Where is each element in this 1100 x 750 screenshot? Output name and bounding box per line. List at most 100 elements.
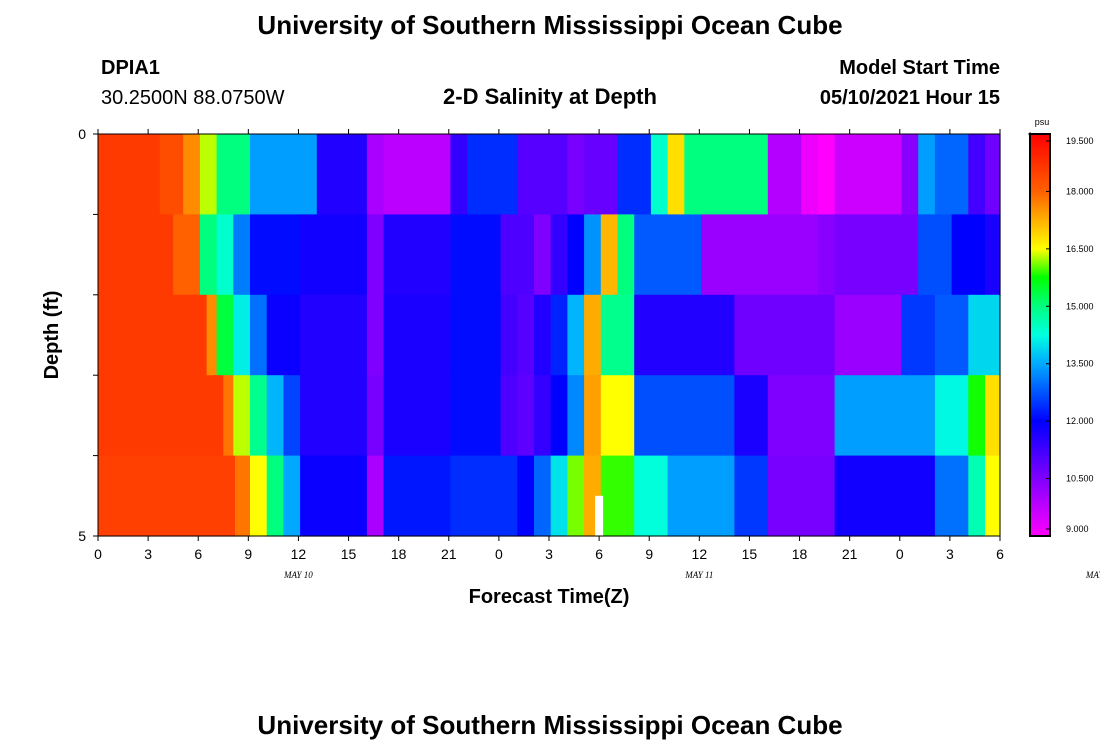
heatmap-cell [199,134,218,215]
heatmap-cell [550,455,568,537]
heatmap-cell [701,214,819,296]
heatmap-cell [98,294,208,376]
heatmap-cell [235,455,251,537]
heatmap-cell [985,375,1001,457]
heatmap-cell [968,294,1001,376]
heatmap-cell [366,214,385,296]
heatmap-cell [216,294,234,376]
heatmap-cell [684,134,769,215]
colorbar-tick-label: 12.000 [1066,416,1094,426]
heatmap-cell [383,294,451,376]
heatmap-cell [383,214,451,296]
heatmap-cell [266,375,284,457]
heatmap-cell [567,294,585,376]
heatmap-cell [584,294,602,376]
heatmap-cell [634,375,735,457]
heatmap-cell [968,455,986,537]
heatmap-cell [918,214,953,296]
heatmap-cell [250,134,318,215]
date-label: MAY 10 [283,570,313,580]
x-tick-label: 0 [495,546,503,562]
heatmap-cell [650,134,669,215]
heatmap-cell [734,294,836,376]
heatmap-cell [667,134,685,215]
x-tick-label: 21 [441,546,457,562]
heatmap-cell [500,375,518,457]
heatmap-cell [934,134,969,215]
heatmap-cell [223,375,234,457]
heatmap-cell [250,375,268,457]
colorbar-tick-label: 19.500 [1066,136,1094,146]
heatmap-cell [617,214,635,296]
heatmap-cell [634,294,735,376]
colorbar-unit: psu [1035,117,1050,127]
x-tick-label: 3 [144,546,152,562]
heatmap-cell [517,375,535,457]
heatmap-cell [600,455,635,537]
model-start-label: Model Start Time [839,57,1000,79]
x-axis: 0 3 6 9 12 15 18 21 0 3 6 9 12 15 18 21 0 3 6 MAY 10 MAY 11 M… [94,129,1100,580]
heatmap-cell [567,375,585,457]
heatmap-cell [250,455,268,537]
colorbar-tick-label: 18.000 [1066,186,1094,196]
station-coordinates: 30.2500N 88.0750W [101,87,285,109]
heatmap-cell [517,134,568,215]
heatmap-cell [266,455,284,537]
heatmap-cell [383,375,451,457]
date-label: MAY 11 [684,570,713,580]
x-tick-label: 15 [341,546,357,562]
heatmap-cell [173,214,201,296]
heatmap-cell [600,375,635,457]
heatmap-cell [500,294,518,376]
heatmap-cell [366,134,385,215]
heatmap-cell [817,134,836,215]
colorbar-tick-label: 13.500 [1066,359,1094,369]
heatmap-cell [550,294,568,376]
x-tick-label: 0 [94,546,102,562]
heatmap-cell [233,214,251,296]
colorbar-tick-label: 16.500 [1066,244,1094,254]
heatmap-cell [534,455,552,537]
heatmap-cell [366,294,385,376]
colorbar-tick-label: 10.500 [1066,474,1094,484]
x-axis-title: Forecast Time(Z) [469,586,630,608]
x-tick-label: 0 [896,546,904,562]
x-tick-label: 12 [291,546,307,562]
plot-title: 2-D Salinity at Depth [443,84,657,109]
x-tick-label: 15 [742,546,758,562]
x-tick-label: 9 [244,546,252,562]
x-tick-label: 6 [595,546,603,562]
x-tick-label: 18 [391,546,407,562]
colorbar-corner [1028,132,1032,136]
station-id: DPIA1 [101,57,160,79]
heatmap-cell [951,214,986,296]
heatmap-cell [383,455,451,537]
heatmap-cell [634,455,669,537]
heatmap-cell [159,134,184,215]
x-tick-label: 3 [545,546,553,562]
heatmap-cell [667,455,735,537]
heatmap-cell [934,375,969,457]
heatmap-cell [985,134,1001,215]
colorbar-gradient [1029,133,1051,537]
heatmap-cell [734,455,769,537]
heatmap-cell [383,134,451,215]
heatmap-cell [600,294,635,376]
white-column-marker [595,495,604,536]
heatmap-cell [183,134,201,215]
heatmap-cell [834,294,902,376]
heatmap-cell [300,214,368,296]
heatmap-cell [283,455,301,537]
date-label: MAY 12 [1085,570,1100,580]
heatmap-cell [366,455,385,537]
heatmap-cell [834,455,936,537]
heatmap-cell [98,455,236,537]
heatmap-cell [250,294,268,376]
heatmap-cell [250,214,301,296]
x-tick-label: 12 [692,546,708,562]
heatmap-cell [300,455,368,537]
heatmap-cell [300,375,368,457]
heatmap-cell [199,214,218,296]
heatmap-cell [283,375,301,457]
colorbar-tick-label: 15.000 [1066,301,1094,311]
